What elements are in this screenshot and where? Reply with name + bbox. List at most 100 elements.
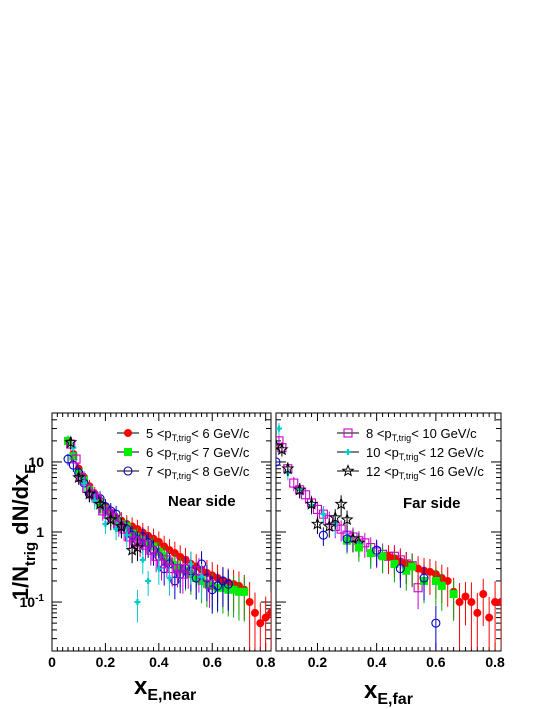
x-axis-title-left: xE,near bbox=[134, 673, 196, 704]
data-point bbox=[194, 566, 204, 576]
data-point bbox=[135, 538, 145, 548]
data-point bbox=[267, 608, 271, 617]
series-3 bbox=[384, 545, 501, 650]
data-point bbox=[310, 517, 325, 530]
legend-label: 6 <pT,trig< 7 GeV/c bbox=[146, 445, 250, 462]
data-point bbox=[166, 575, 173, 582]
data-point bbox=[431, 618, 441, 628]
data-point bbox=[276, 457, 281, 467]
legend-label: 5 <pT,trig< 6 GeV/c bbox=[146, 426, 250, 443]
data-point bbox=[198, 573, 205, 580]
data-layer bbox=[63, 435, 271, 650]
data-point bbox=[82, 486, 96, 500]
legend-text-c: < 8 GeV/c bbox=[191, 464, 250, 479]
x-tick-label: 0.2 bbox=[308, 654, 328, 670]
y-axis-title-sub2: E bbox=[22, 464, 39, 474]
y-tick-label: 10 bbox=[28, 454, 44, 470]
data-point bbox=[240, 587, 249, 596]
data-point bbox=[354, 543, 363, 552]
x-tick-label: 0 bbox=[48, 654, 56, 670]
legend-text-sub: T,trig bbox=[172, 471, 192, 481]
series-4 bbox=[70, 442, 205, 623]
data-point bbox=[170, 576, 180, 586]
data-point bbox=[104, 512, 118, 526]
data-point bbox=[301, 490, 311, 500]
legend-marker bbox=[345, 449, 351, 455]
x-axis-title-right-main: x bbox=[364, 677, 378, 704]
x-axis-title-right-sub: E,far bbox=[377, 691, 413, 708]
far-side-label: Far side bbox=[403, 495, 461, 512]
series-5 bbox=[64, 435, 145, 564]
legend-text-sub: T,trig bbox=[399, 452, 419, 462]
legend-marker bbox=[123, 466, 133, 476]
near-side-label: Near side bbox=[168, 493, 236, 510]
legend-text-sub: T,trig bbox=[172, 452, 192, 462]
x-tick-label: 0.2 bbox=[96, 654, 116, 670]
data-point bbox=[113, 526, 120, 533]
x-tick-label: 0.4 bbox=[367, 654, 387, 670]
legend-label: 12 <pT,trig< 16 GeV/c bbox=[366, 464, 484, 481]
data-point bbox=[205, 579, 215, 589]
legend-0: 5 <pT,trig< 6 GeV/c6 <pT,trig< 7 GeV/c7 … bbox=[117, 426, 250, 481]
data-point bbox=[479, 590, 488, 599]
y-axis-title-main: 1/N bbox=[8, 566, 33, 600]
data-point bbox=[276, 425, 282, 432]
data-point bbox=[146, 545, 156, 555]
data-point bbox=[485, 613, 494, 622]
legend-text-c: < 6 GeV/c bbox=[191, 426, 250, 441]
data-point bbox=[145, 577, 152, 584]
data-point bbox=[467, 598, 476, 607]
y-axis-title-sub1: trig bbox=[22, 542, 39, 566]
legend-text-sub: T,trig bbox=[392, 433, 412, 443]
data-point bbox=[449, 590, 458, 599]
data-point bbox=[402, 566, 411, 575]
data-point bbox=[202, 573, 212, 583]
x-axis-title-left-sub: E,near bbox=[147, 687, 196, 704]
data-point bbox=[140, 540, 151, 550]
data-point bbox=[312, 504, 322, 514]
y-tick-label-exp: -1 bbox=[35, 593, 44, 604]
legend-text-a: 7 <p bbox=[146, 464, 172, 479]
data-point bbox=[245, 598, 254, 607]
data-point bbox=[81, 480, 88, 487]
data-point bbox=[461, 592, 470, 601]
legend-text-sub: T,trig bbox=[399, 471, 419, 481]
legend-marker bbox=[343, 428, 353, 438]
data-point bbox=[151, 551, 161, 561]
data-point bbox=[497, 598, 501, 607]
data-point bbox=[328, 510, 342, 524]
data-point bbox=[419, 573, 429, 583]
data-layer bbox=[276, 423, 501, 650]
y-axis-title-tail: dN/dx bbox=[8, 473, 33, 535]
legend-text-c: < 7 GeV/c bbox=[191, 445, 250, 460]
data-point bbox=[390, 559, 399, 568]
data-point bbox=[276, 438, 283, 452]
x-tick-label: 0.4 bbox=[149, 654, 169, 670]
data-point bbox=[395, 564, 405, 574]
data-point bbox=[378, 552, 387, 561]
x-axis-title-right: xE,far bbox=[364, 677, 413, 708]
legend-label: 8 <pT,trig< 10 GeV/c bbox=[366, 426, 477, 443]
data-point bbox=[491, 598, 500, 607]
x-tick-label: 0.8 bbox=[485, 654, 505, 670]
data-point bbox=[256, 619, 265, 628]
data-point bbox=[172, 564, 183, 574]
legend-marker bbox=[124, 429, 132, 437]
data-point bbox=[250, 608, 259, 617]
data-point bbox=[372, 545, 382, 555]
legend-marker bbox=[341, 464, 355, 477]
data-point bbox=[234, 587, 243, 596]
data-point bbox=[130, 536, 140, 546]
data-point bbox=[64, 435, 78, 449]
data-point bbox=[114, 519, 129, 533]
data-point bbox=[69, 452, 78, 461]
legend-text-a: 5 <p bbox=[146, 426, 172, 441]
data-point bbox=[191, 573, 201, 583]
data-point bbox=[340, 512, 354, 526]
legend-text-c: < 16 GeV/c bbox=[418, 464, 484, 479]
data-point bbox=[155, 565, 162, 572]
data-point bbox=[229, 585, 238, 594]
data-point bbox=[334, 497, 348, 510]
data-point bbox=[293, 482, 307, 496]
